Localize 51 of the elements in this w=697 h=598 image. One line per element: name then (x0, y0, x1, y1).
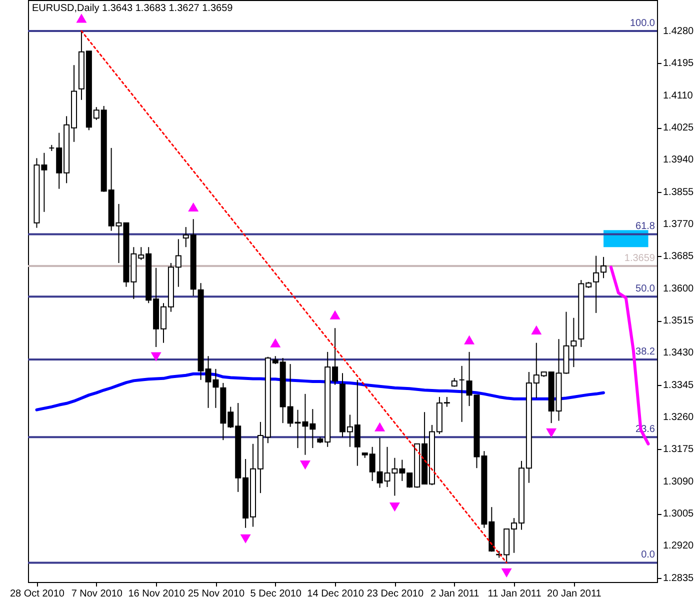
y-tick-label: 1.4025 (663, 122, 694, 134)
point (374, 422, 386, 432)
y-tick-label: 1.4110 (663, 90, 694, 102)
point (300, 460, 310, 470)
annotation: 100.0 (630, 18, 656, 30)
chart-title: EURUSD,Daily 1.3643 1.3683 1.3627 1.3659 (32, 3, 234, 14)
x-tick-label: 23 Dec 2010 (366, 588, 424, 598)
point (150, 352, 162, 362)
y-tick-label: 1.3175 (663, 444, 694, 456)
point (270, 338, 281, 348)
x-tick-label: 11 Jan 2011 (488, 588, 542, 598)
candlestick (458, 365, 465, 422)
point (330, 310, 340, 320)
point (464, 335, 475, 344)
y-tick-label: 1.3345 (663, 380, 694, 391)
y-tick-label: 1.3005 (663, 508, 694, 520)
annotation: 61.8 (636, 221, 656, 232)
candlestick (593, 255, 600, 314)
point (531, 325, 542, 335)
y-tick-label: 1.2920 (663, 540, 694, 552)
y-tick-label: 1.4280 (663, 26, 694, 38)
point (240, 534, 251, 544)
x-tick-label: 5 Dec 2010 (250, 588, 302, 598)
y-tick-label: 1.3770 (663, 219, 694, 230)
y-tick-label: 1.3685 (663, 251, 694, 262)
y-tick-label: 1.3940 (663, 154, 694, 166)
x-tick-label: 16 Nov 2010 (128, 588, 186, 598)
y-tick-label: 1.3855 (663, 186, 694, 198)
x-tick-label: 7 Nov 2010 (71, 588, 123, 598)
x-tick-label: 20 Jan 2011 (547, 588, 602, 598)
y-tick-label: 1.3515 (663, 316, 694, 327)
point (546, 428, 557, 438)
y-tick-label: 1.3600 (663, 283, 694, 294)
point (501, 568, 512, 578)
y-tick-label: 1.4195 (663, 58, 694, 70)
x-tick-label: 25 Nov 2010 (188, 588, 246, 598)
y-tick-label: 1.2835 (663, 572, 694, 584)
ref-line-label: 1.3659 (624, 253, 656, 264)
x-tick-label: 2 Jan 2011 (430, 588, 480, 598)
x-tick-label: 14 Dec 2010 (307, 588, 364, 598)
candlestick (600, 256, 607, 279)
y-tick-label: 1.3260 (663, 412, 694, 424)
y-tick-label: 1.3090 (663, 476, 694, 488)
annotation: 0.0 (641, 550, 656, 561)
point (76, 14, 87, 23)
x-tick-label: 28 Oct 2010 (10, 588, 65, 598)
point (188, 202, 199, 212)
y-tick-label: 1.3430 (663, 348, 694, 359)
point (389, 502, 400, 512)
annotation: 38.2 (636, 346, 656, 358)
annotation: 50.0 (636, 284, 656, 295)
